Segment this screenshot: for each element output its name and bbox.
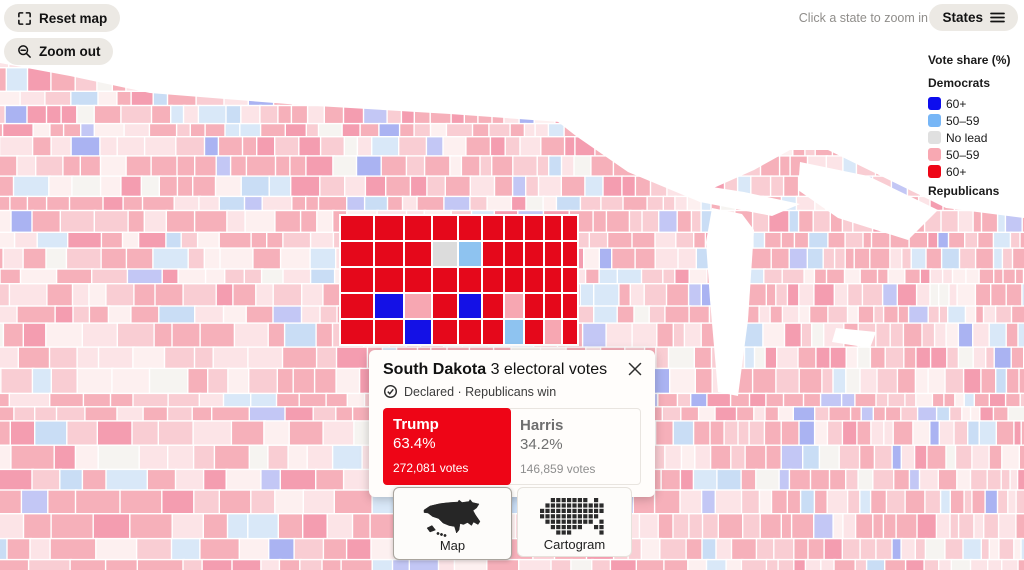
legend-item: 50–59: [928, 147, 1020, 162]
zoom-out-button[interactable]: Zoom out: [4, 38, 114, 65]
legend-democrats-heading: Democrats: [928, 76, 991, 90]
zoom-out-label: Zoom out: [39, 44, 101, 59]
legend-item-label: 50–59: [946, 113, 980, 128]
legend-item-label: 50–59: [946, 147, 980, 162]
water-and-border-mask: [0, 0, 1024, 396]
popup-title: South Dakota 3 electoral votes: [383, 361, 641, 379]
legend-item: 50–59: [928, 113, 1020, 128]
declared-status: Declared · Republicans win: [383, 384, 641, 399]
hamburger-icon: [990, 11, 1005, 24]
declared-status-text: Declared · Republicans win: [404, 384, 557, 399]
legend-item-label: 60+: [946, 96, 967, 111]
state-result-popup: South Dakota 3 electoral votes Declared …: [369, 350, 655, 497]
close-icon[interactable]: [626, 361, 644, 379]
legend-items: 60+ 50–59 No lead 50–59 60+: [928, 96, 1020, 179]
legend-swatch: [928, 165, 941, 178]
results-panel: Trump 63.4% 272,081 votes Harris 34.2% 1…: [383, 408, 641, 485]
legend-item-label: 60+: [946, 164, 967, 179]
reset-map-label: Reset map: [39, 10, 108, 26]
runnerup-name: Harris: [520, 417, 564, 434]
vote-share-legend: Vote share (%) Democrats 60+ 50–59 No lead…: [928, 53, 1020, 198]
states-menu-button[interactable]: States: [929, 4, 1018, 31]
legend-item: 60+: [928, 96, 1020, 111]
zoom-out-icon: [17, 44, 32, 59]
winner-votes: 272,081 votes: [393, 461, 469, 475]
candidate-card-runnerup: Harris 34.2% 146,859 votes: [510, 409, 638, 484]
legend-title: Vote share (%): [928, 53, 1011, 67]
map-toggle-label: Map: [439, 538, 466, 553]
south-dakota-highlight[interactable]: [339, 214, 579, 346]
candidate-card-winner: Trump 63.4% 272,081 votes: [383, 408, 511, 485]
reset-map-icon: [17, 11, 32, 26]
legend-republicans-heading: Republicans: [928, 184, 1000, 198]
legend-item: 60+: [928, 164, 1020, 179]
legend-swatch: [928, 97, 941, 110]
winner-name: Trump: [393, 416, 439, 433]
legend-item-label: No lead: [946, 130, 988, 145]
cartogram-toggle-label: Cartogram: [543, 537, 606, 552]
popup-electoral-votes: 3 electoral votes: [490, 361, 608, 378]
zoom-hint-text: Click a state to zoom in: [798, 11, 928, 25]
runnerup-votes: 146,859 votes: [520, 462, 596, 476]
us-map-icon: [422, 497, 484, 537]
winner-pct: 63.4%: [393, 435, 436, 452]
runnerup-pct: 34.2%: [520, 436, 563, 453]
reset-map-button[interactable]: Reset map: [4, 4, 121, 32]
states-menu-label: States: [942, 10, 983, 25]
cartogram-icon: [539, 497, 611, 537]
legend-swatch: [928, 131, 941, 144]
view-toggle-map[interactable]: Map: [393, 487, 512, 560]
legend-swatch: [928, 114, 941, 127]
declared-check-icon: [383, 384, 398, 399]
legend-swatch: [928, 148, 941, 161]
popup-state-name: South Dakota: [383, 361, 487, 378]
legend-item: No lead: [928, 130, 1020, 145]
view-toggle-cartogram[interactable]: Cartogram: [517, 487, 632, 557]
